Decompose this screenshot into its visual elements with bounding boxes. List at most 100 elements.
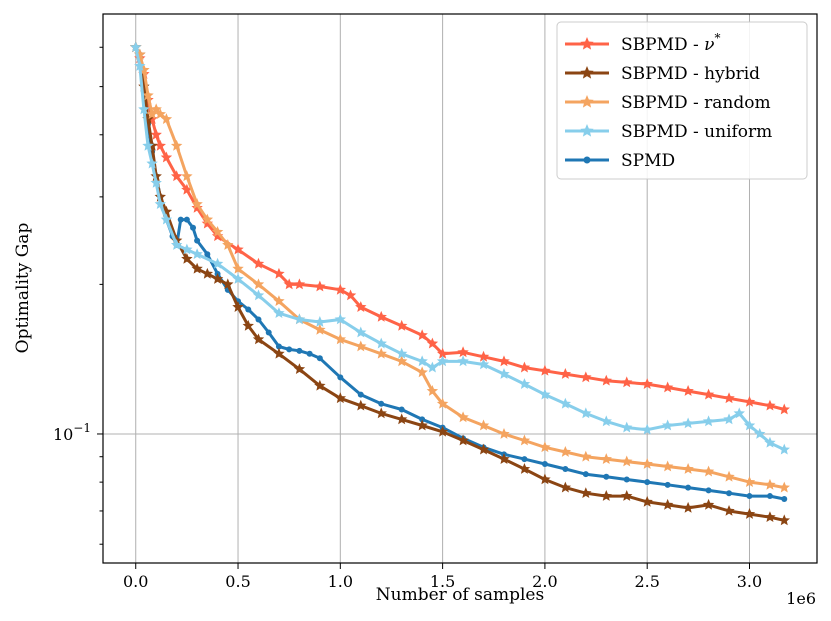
data-point-star [355,326,367,338]
data-point-star [498,368,510,379]
data-point-star [661,498,674,510]
data-point-star [273,295,285,307]
data-point-star [314,379,326,391]
data-point-dot [781,495,788,502]
data-point-star [426,385,439,396]
data-point-star [154,108,166,120]
data-point-star [232,243,244,255]
legend-marker-star [580,124,594,137]
data-point-star [138,103,150,115]
data-point-star [457,411,469,423]
data-point-dot [521,456,528,463]
data-point-star [457,355,469,367]
x-axis-label: Number of samples [376,585,544,605]
data-point-star [559,397,572,409]
data-point-dot [398,406,405,413]
data-point-star [743,395,756,407]
legend: SBPMD - ν* SBPMD - hybrid SBPMD - random SB… [556,21,808,180]
legend-box [556,21,808,180]
data-point-star [191,248,203,260]
data-point-dot [286,346,293,353]
data-point-star [334,333,347,345]
data-point-star [395,319,408,331]
data-point-dot [255,316,262,323]
legend-label: SBPMD - uniform [621,122,772,142]
data-point-star [682,417,694,429]
data-point-star [641,458,653,469]
legend-label-superscript: * [715,31,721,45]
data-point-star [621,490,633,501]
data-point-dot [275,343,282,350]
data-point-star [273,307,285,319]
data-point-star [334,392,347,404]
data-point-star [242,319,254,331]
data-point-star [539,473,551,485]
data-point-star [273,267,285,279]
data-point-star [314,316,326,327]
data-point-star [142,89,154,101]
data-point-star [539,364,551,376]
y-axis-label: Optimality Gap [13,223,33,354]
data-point-star [518,463,531,474]
data-point-star [702,465,715,477]
data-point-star [559,368,572,379]
data-point-star [600,453,612,464]
data-point-star [416,329,428,341]
data-point-star [723,392,735,404]
data-point-star [518,378,531,389]
data-point-star [661,419,674,431]
data-point-star [181,183,193,195]
data-point-star [181,170,193,182]
data-point-star [764,436,776,448]
data-point-star [146,108,158,120]
data-point-star [641,378,653,389]
data-point-dot [177,216,184,223]
data-point-star [416,419,428,431]
y-tick-label-exponent: −1 [73,421,91,435]
data-point-star [426,337,439,349]
data-point-dot [664,481,671,488]
data-point-star [416,366,428,378]
data-point-star [743,419,756,431]
data-point-star [641,423,653,435]
data-point-star [539,441,551,453]
data-point-star [436,355,449,367]
data-point-dot [705,487,712,494]
plot-frame [102,13,818,564]
data-point-star [211,225,224,237]
data-point-star [477,358,490,370]
data-point-star [201,267,214,279]
x-tick-label: 0.5 [225,572,250,591]
data-point-star [334,313,347,325]
data-point-star [498,427,510,439]
data-point-star [150,176,162,188]
data-point-star [661,381,674,393]
x-tick-label: 1.0 [328,572,353,591]
data-point-star [160,113,173,125]
x-axis-scale-label: 1e6 [786,589,816,608]
data-point-star [232,262,244,274]
data-point-star [252,278,265,290]
data-point-star [621,421,633,433]
legend-label: SBPMD - ν* [621,31,721,55]
data-point-dot [603,473,610,480]
data-point-dot [378,400,385,407]
data-point-star [252,289,265,301]
data-point-star [375,347,387,359]
y-tick-label: 10−1 [53,421,91,444]
legend-label-math: ν [704,35,714,55]
x-tick-label: 0.0 [123,572,148,591]
data-point-dot [204,251,211,258]
data-point-star [252,257,265,269]
data-point-star [682,501,694,513]
data-point-star [375,407,387,419]
data-point-star [457,346,469,358]
legend-marker-star [580,66,594,79]
data-point-star [518,361,531,373]
data-point-dot [623,476,630,483]
x-tick-label: 2.5 [634,572,659,591]
data-point-star [344,289,357,301]
data-point-dot [644,479,651,486]
data-point-star [498,453,510,464]
